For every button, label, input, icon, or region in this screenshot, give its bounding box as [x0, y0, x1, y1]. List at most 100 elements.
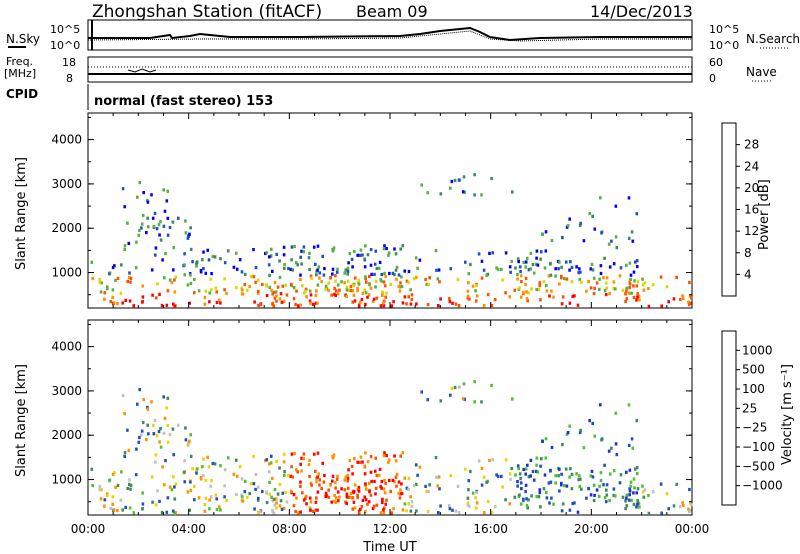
- echo-cell: [535, 456, 539, 460]
- echo-cell: [261, 489, 264, 494]
- echo-cell: [612, 487, 616, 491]
- echo-cell: [490, 176, 493, 181]
- echo-cell: [585, 289, 588, 293]
- echo-cell: [108, 478, 112, 482]
- echo-cell: [625, 504, 629, 508]
- echo-cell: [579, 477, 582, 481]
- echo-cell: [128, 271, 131, 275]
- echo-cell: [647, 304, 651, 308]
- velocity-frame: [87, 319, 693, 516]
- echo-cell: [243, 490, 247, 494]
- echo-cell: [687, 300, 690, 304]
- echo-cell: [138, 388, 141, 392]
- velocity-colorbar-tick-label: 1000: [742, 343, 773, 357]
- echo-cell: [383, 284, 387, 288]
- echo-cell: [619, 473, 623, 477]
- echo-cell: [299, 510, 302, 514]
- echo-cell: [468, 297, 471, 301]
- echo-cell: [582, 446, 586, 450]
- echo-cell: [186, 236, 190, 240]
- echo-cell: [535, 494, 538, 499]
- ytick-label: 2000: [51, 428, 82, 442]
- echo-cell: [351, 472, 354, 476]
- echo-cell: [317, 472, 321, 476]
- echo-cell: [388, 271, 391, 276]
- echo-cell: [485, 273, 488, 277]
- echo-cell: [278, 259, 281, 263]
- echo-cell: [579, 221, 582, 225]
- echo-cell: [347, 495, 351, 499]
- echo-cell: [573, 501, 576, 505]
- echo-cell: [403, 295, 407, 299]
- echo-cell: [628, 487, 631, 491]
- echo-cell: [558, 260, 561, 264]
- echo-cell: [142, 398, 145, 402]
- echo-cell: [270, 247, 273, 251]
- echo-cell: [183, 480, 186, 484]
- echo-cell: [137, 440, 141, 444]
- echo-cell: [171, 220, 175, 224]
- echo-cell: [375, 503, 379, 507]
- echo-cell: [353, 250, 356, 254]
- echo-cell: [365, 280, 368, 284]
- echo-cell: [163, 416, 167, 420]
- echo-cell: [189, 488, 193, 492]
- echo-cell: [114, 278, 117, 282]
- nsky-tick-low: 10^0: [50, 39, 80, 52]
- echo-cell: [235, 493, 238, 497]
- echo-cell: [420, 183, 423, 187]
- echo-cell: [281, 491, 285, 495]
- echo-cell: [127, 241, 131, 245]
- echo-cell: [383, 451, 386, 455]
- echo-cell: [309, 508, 312, 512]
- echo-cell: [345, 285, 349, 289]
- echo-cell: [569, 260, 572, 264]
- echo-cell: [563, 277, 566, 281]
- echo-cell: [385, 453, 388, 458]
- echo-cell: [517, 467, 520, 471]
- echo-cell: [545, 289, 549, 293]
- echo-cell: [361, 291, 365, 295]
- echo-cell: [544, 249, 548, 253]
- echo-cell: [129, 276, 133, 280]
- echo-cell: [316, 475, 319, 479]
- echo-cell: [364, 244, 367, 248]
- echo-cell: [126, 221, 129, 225]
- echo-cell: [482, 268, 486, 272]
- echo-cell: [302, 291, 306, 295]
- echo-cell: [232, 472, 236, 476]
- echo-cell: [381, 293, 384, 297]
- echo-cell: [347, 261, 350, 265]
- echo-cell: [332, 246, 336, 250]
- echo-cell: [510, 259, 513, 264]
- echo-cell: [535, 469, 538, 473]
- echo-cell: [346, 272, 349, 276]
- echo-cell: [495, 473, 498, 477]
- echo-cell: [111, 265, 115, 270]
- echo-cell: [121, 301, 124, 305]
- echo-cell: [510, 466, 513, 471]
- echo-cell: [614, 411, 618, 415]
- ytick-label: 1000: [51, 266, 82, 280]
- echo-cell: [261, 282, 264, 287]
- echo-cell: [360, 298, 364, 302]
- echo-cell: [295, 496, 298, 500]
- echo-cell: [543, 266, 547, 270]
- echo-cell: [235, 267, 239, 271]
- echo-cell: [278, 297, 282, 301]
- echo-cell: [424, 484, 427, 488]
- echo-cell: [353, 506, 357, 510]
- echo-cell: [268, 285, 272, 289]
- echo-cell: [513, 495, 517, 499]
- echo-cell: [294, 302, 297, 307]
- echo-cell: [524, 490, 527, 494]
- echo-cell: [387, 458, 391, 462]
- echo-cell: [570, 487, 574, 491]
- echo-cell: [157, 430, 161, 434]
- echo-cell: [591, 214, 594, 218]
- echo-cell: [592, 483, 596, 487]
- xtick-label: 08:00: [272, 522, 307, 536]
- echo-cell: [398, 492, 402, 496]
- echo-cell: [526, 256, 529, 260]
- echo-cell: [387, 251, 391, 255]
